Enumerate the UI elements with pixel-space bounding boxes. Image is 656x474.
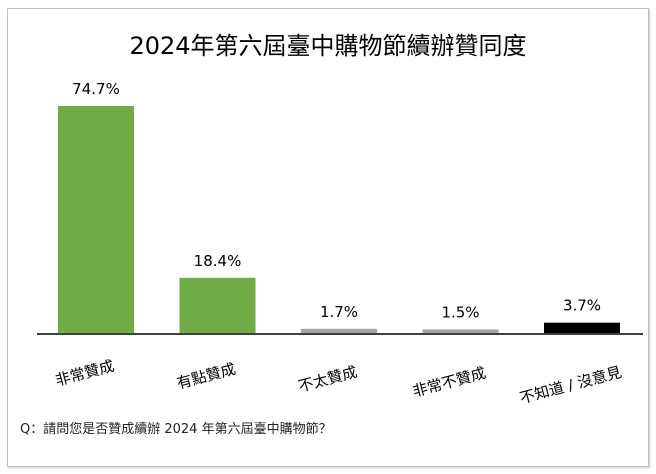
category-label: 有點贊成 xyxy=(175,360,238,393)
data-label: 1.5% xyxy=(441,303,479,321)
category-label: 非常不贊成 xyxy=(411,364,488,401)
category-label: 非常贊成 xyxy=(53,357,116,390)
bar xyxy=(544,322,620,334)
chart-frame xyxy=(7,8,649,467)
bar xyxy=(422,329,499,334)
data-label: 74.7% xyxy=(72,80,120,98)
data-label: 18.4% xyxy=(194,252,242,270)
bar xyxy=(58,106,134,334)
category-label: 不知道 / 沒意見 xyxy=(518,363,624,407)
data-label: 3.7% xyxy=(563,297,601,315)
category-label: 不太贊成 xyxy=(296,363,359,396)
chart-title: 2024年第六屆臺中購物節續辦贊同度 xyxy=(129,32,527,60)
footnote: Q：請問您是否贊成續辦 2024 年第六屆臺中購物節？ xyxy=(20,422,332,437)
bar xyxy=(179,277,256,334)
bar xyxy=(301,328,377,334)
data-label: 1.7% xyxy=(320,303,358,321)
